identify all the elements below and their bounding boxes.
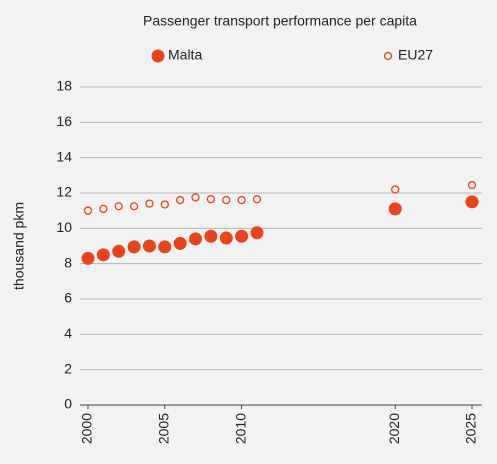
point — [112, 244, 126, 258]
y-tick-label: 0 — [64, 396, 72, 412]
point — [160, 200, 169, 209]
point — [206, 195, 216, 204]
x-tick-label: 2010 — [232, 413, 248, 444]
y-tick-label: 6 — [64, 290, 72, 306]
point — [189, 232, 203, 246]
y-tick-label: 12 — [56, 184, 72, 200]
point — [145, 199, 154, 208]
point — [81, 251, 95, 265]
point — [391, 185, 400, 194]
point — [222, 195, 231, 205]
legend-marker — [151, 49, 165, 63]
point — [465, 195, 479, 209]
legend-marker — [383, 51, 393, 61]
point — [173, 236, 187, 250]
x-tick-label: 2025 — [463, 413, 479, 444]
y-tick-label: 10 — [56, 219, 72, 235]
point — [142, 239, 156, 253]
x-tick-label: 2005 — [156, 413, 172, 444]
point — [83, 206, 93, 215]
point — [467, 180, 477, 190]
point — [252, 195, 262, 204]
point — [129, 202, 139, 211]
y-tick-label: 8 — [64, 254, 72, 270]
point — [158, 240, 172, 254]
x-tick-label: 2020 — [386, 413, 402, 444]
y-tick-label: 16 — [56, 113, 72, 129]
point — [191, 193, 200, 202]
y-tick-label: 14 — [56, 148, 72, 164]
legend-label: EU27 — [398, 47, 433, 63]
point — [388, 202, 402, 216]
legend-label: Malta — [168, 47, 202, 63]
y-tick-label: 4 — [64, 325, 72, 341]
point — [250, 226, 264, 240]
y-tick-label: 2 — [64, 360, 72, 376]
chart-title: Passenger transport performance per capi… — [143, 13, 417, 29]
point — [96, 248, 110, 262]
point — [235, 229, 249, 243]
y-axis-label: thousand pkm — [11, 202, 27, 290]
point — [127, 240, 141, 254]
point — [204, 229, 218, 243]
point — [237, 195, 246, 205]
point — [176, 195, 185, 205]
y-tick-label: 18 — [56, 78, 72, 94]
point — [99, 204, 108, 214]
point — [114, 202, 123, 211]
point — [219, 231, 233, 245]
x-tick-label: 2000 — [79, 413, 95, 444]
